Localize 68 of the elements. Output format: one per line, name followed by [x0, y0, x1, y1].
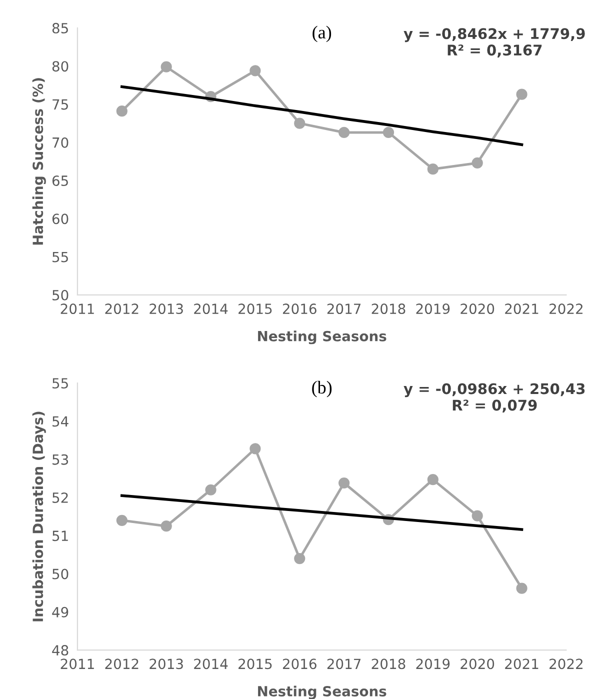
y-tick-label: 50 — [52, 290, 68, 300]
chart-title: (b) — [312, 380, 332, 398]
x-tick-label: 2022 — [550, 658, 582, 670]
x-tick-label: 2019 — [416, 658, 450, 670]
point — [472, 157, 483, 169]
x-tick-label: 2018 — [372, 658, 406, 670]
y-tick-label: 80 — [52, 61, 68, 72]
x-tick-label: 2012 — [105, 658, 138, 670]
annotation: y = -0,8462x + 1779,9 R² = 0,3167 — [404, 28, 585, 58]
x-tick-label: 2011 — [60, 304, 94, 314]
point — [338, 126, 350, 138]
x-tick-label: 2015 — [238, 658, 272, 670]
annotation: y = -0,0986x + 250,43 R² = 0,079 — [404, 383, 585, 413]
x-tick-label: 2016 — [282, 658, 316, 670]
y-tick-label: 51 — [52, 530, 68, 542]
point — [516, 582, 528, 594]
x-tick-label: 2021 — [505, 304, 538, 314]
chart-title: (a) — [312, 26, 332, 42]
x-tick-label: 2013 — [150, 658, 183, 670]
point — [427, 164, 438, 175]
point — [160, 61, 172, 72]
point — [516, 88, 528, 100]
y-tick-label: 75 — [52, 99, 68, 110]
x-axis-title: Nesting Seasons — [258, 330, 386, 344]
x-tick-label: 2012 — [105, 304, 138, 314]
y-tick-label: 53 — [52, 454, 68, 465]
y-tick-label: 55 — [52, 378, 68, 389]
point — [116, 514, 128, 526]
point — [472, 510, 483, 522]
point — [205, 484, 216, 496]
line-series — [120, 494, 524, 531]
point — [338, 477, 350, 489]
x-tick-label: 2013 — [150, 304, 183, 314]
point — [382, 126, 394, 138]
point — [294, 552, 306, 564]
y-axis-title: Hatching Success (%) — [32, 78, 46, 245]
y-tick-label: 49 — [52, 606, 68, 618]
x-tick-label: 2017 — [327, 658, 361, 670]
x-tick-label: 2014 — [194, 304, 228, 314]
x-tick-label: 2018 — [372, 304, 406, 314]
x-axis-title: Nesting Seasons — [258, 686, 386, 699]
point — [427, 474, 438, 486]
line-series — [120, 85, 524, 146]
x-tick-label: 2019 — [416, 304, 450, 314]
x-tick-label: 2015 — [238, 304, 272, 314]
y-tick-label: 65 — [52, 176, 68, 186]
x-tick-label: 2011 — [60, 658, 94, 670]
y-tick-label: 55 — [52, 252, 68, 262]
x-tick-label: 2021 — [505, 658, 538, 670]
x-tick-label: 2020 — [460, 304, 494, 314]
point — [160, 520, 172, 532]
y-tick-label: 50 — [52, 568, 68, 580]
y-tick-label: 52 — [52, 492, 68, 503]
y-tick-label: 70 — [52, 137, 68, 148]
y-tick-label: 60 — [52, 214, 68, 224]
y-tick-label: 54 — [52, 416, 68, 427]
x-tick-label: 2020 — [460, 658, 494, 670]
x-tick-label: 2014 — [194, 658, 228, 670]
y-axis-title: Incubation Duration (Days) — [32, 412, 46, 622]
x-tick-label: 2016 — [282, 304, 316, 314]
point — [294, 118, 306, 129]
y-tick-label: 85 — [52, 22, 68, 34]
y-tick-label: 48 — [52, 645, 68, 656]
point — [250, 65, 261, 76]
x-tick-label: 2022 — [550, 304, 582, 314]
point — [116, 106, 128, 117]
x-tick-label: 2017 — [327, 304, 361, 314]
point — [250, 443, 261, 454]
